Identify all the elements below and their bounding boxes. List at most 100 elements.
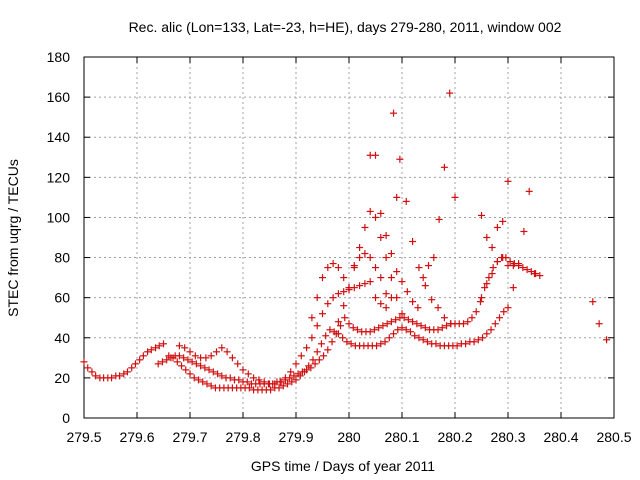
data-point <box>372 213 379 221</box>
data-point <box>487 326 495 334</box>
y-tick-label: 40 <box>54 330 70 346</box>
data-point <box>413 320 421 328</box>
x-tick-label: 280.2 <box>437 429 472 445</box>
data-point <box>311 360 319 368</box>
data-point <box>525 187 533 195</box>
data-point <box>381 338 389 346</box>
data-point <box>515 260 523 268</box>
data-point <box>160 340 167 348</box>
data-point <box>194 376 202 384</box>
x-tick-label: 279.8 <box>225 429 260 445</box>
data-point <box>377 300 385 308</box>
data-point <box>315 356 323 364</box>
data-point <box>398 278 406 286</box>
data-point <box>84 364 92 372</box>
data-point <box>144 348 152 356</box>
data-point <box>382 304 390 312</box>
data-point <box>209 368 217 376</box>
data-point <box>379 322 387 330</box>
data-point <box>493 223 501 231</box>
data-point <box>499 254 507 262</box>
data-point <box>483 234 491 241</box>
data-point <box>245 384 253 392</box>
data-point <box>116 372 124 380</box>
data-point <box>435 215 443 223</box>
data-point <box>288 378 296 386</box>
data-point <box>165 352 173 360</box>
data-point <box>123 368 131 376</box>
data-point <box>244 370 252 378</box>
data-point <box>361 280 369 288</box>
data-point <box>155 342 163 350</box>
data-point <box>260 378 268 386</box>
data-point <box>199 378 207 386</box>
data-point <box>334 318 342 326</box>
data-point <box>330 328 338 336</box>
data-point <box>235 376 243 384</box>
data-point <box>483 280 491 288</box>
x-tick-label: 279.9 <box>278 429 313 445</box>
data-point <box>88 368 96 376</box>
data-point <box>207 382 215 390</box>
x-tick-label: 280.4 <box>543 429 578 445</box>
data-point <box>152 344 160 352</box>
x-tick-label: 280 <box>337 429 361 445</box>
data-point <box>370 326 378 334</box>
data-point <box>430 254 438 262</box>
data-point <box>472 308 480 316</box>
data-point <box>201 364 209 372</box>
data-point <box>292 376 300 384</box>
data-point <box>438 324 446 332</box>
data-point <box>205 366 213 374</box>
data-point <box>387 274 395 282</box>
data-point <box>329 260 337 268</box>
data-point <box>228 354 236 362</box>
data-point <box>377 234 385 241</box>
data-point <box>173 358 181 366</box>
y-axis-label: STEC from uqrg / TECUs <box>5 159 21 317</box>
data-point <box>409 318 417 326</box>
data-point <box>341 314 349 322</box>
data-point <box>377 340 385 348</box>
data-point <box>409 238 417 246</box>
data-point <box>387 318 395 326</box>
data-point <box>223 348 231 356</box>
data-point <box>356 282 364 290</box>
data-point <box>191 352 199 360</box>
data-point <box>393 193 401 201</box>
data-point <box>136 356 144 364</box>
data-point <box>186 370 194 378</box>
data-point <box>169 354 177 362</box>
data-point <box>409 298 417 306</box>
data-point <box>347 340 355 348</box>
x-tick-label: 280.1 <box>384 429 419 445</box>
data-point <box>406 328 414 336</box>
data-point <box>423 338 431 346</box>
data-point <box>345 320 353 328</box>
grid-lines <box>84 57 614 418</box>
data-point <box>353 326 361 334</box>
data-point <box>349 324 357 332</box>
data-point <box>523 266 531 274</box>
x-tick-label: 279.7 <box>172 429 207 445</box>
data-points <box>80 89 611 394</box>
data-point <box>382 290 390 298</box>
data-point <box>188 358 196 366</box>
data-point <box>178 362 186 370</box>
data-point <box>319 310 326 318</box>
data-point <box>531 270 538 278</box>
data-point <box>393 268 401 276</box>
data-point <box>313 294 321 302</box>
data-point <box>603 336 611 344</box>
data-point <box>468 314 476 322</box>
data-point <box>297 352 305 360</box>
data-point <box>214 370 222 378</box>
data-point <box>131 360 139 368</box>
data-point <box>474 336 482 344</box>
data-point <box>390 330 398 338</box>
data-point <box>234 360 242 368</box>
data-point <box>500 308 508 316</box>
data-point <box>447 320 455 328</box>
data-point <box>520 227 528 235</box>
y-tick-label: 80 <box>54 250 70 266</box>
